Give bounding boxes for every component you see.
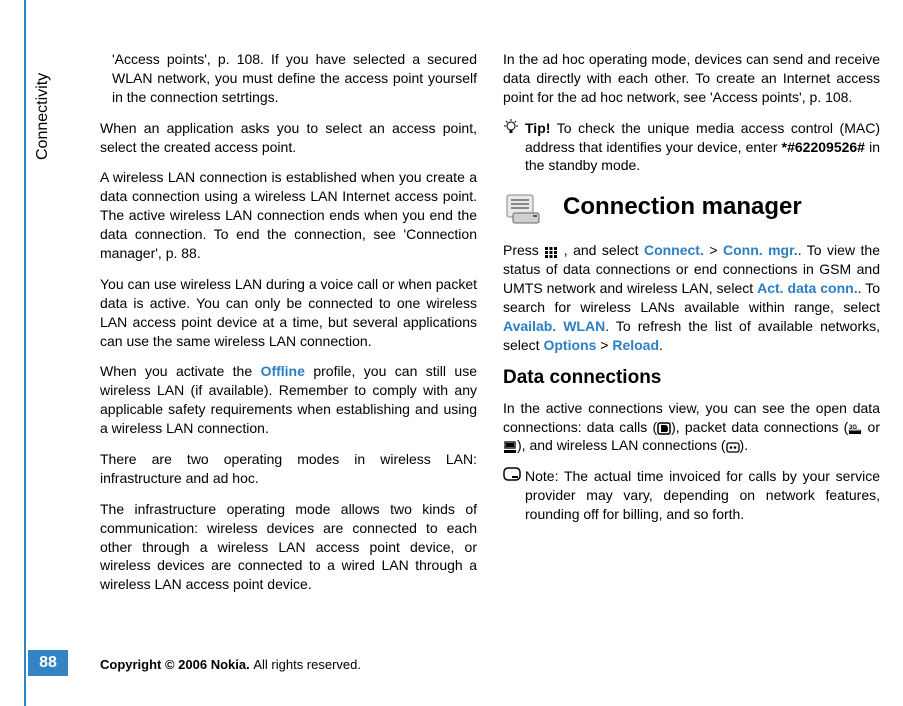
tip-block: Tip! To check the unique media access co…	[503, 119, 880, 176]
text: >	[596, 337, 612, 353]
tip-label: Tip!	[525, 120, 550, 136]
text: ).	[740, 437, 749, 453]
footer-copyright: Copyright © 2006 Nokia.	[100, 657, 253, 672]
link-offline: Offline	[261, 363, 305, 379]
para-access-points-continued: 'Access points', p. 108. If you have sel…	[100, 50, 477, 107]
packet-3g-icon: 3G	[848, 421, 862, 434]
note-text: Note: The actual time invoiced for calls…	[525, 467, 880, 524]
para-wlan-voice: You can use wireless LAN during a voice …	[100, 275, 477, 351]
footer-rights: All rights reserved.	[253, 657, 361, 672]
text: or	[862, 419, 880, 435]
link-act-data-conn: Act. data conn.	[757, 280, 858, 296]
section-header-row: Connection manager	[503, 187, 880, 227]
tip-text: Tip! To check the unique media access co…	[525, 119, 880, 176]
para-wlan-connection: A wireless LAN connection is established…	[100, 168, 477, 262]
para-select-ap: When an application asks you to select a…	[100, 119, 477, 157]
para-operating-modes: There are two operating modes in wireles…	[100, 450, 477, 488]
link-availab-wlan: Availab. WLAN	[503, 318, 605, 334]
side-label-wrap: Connectivity	[34, 30, 154, 50]
footer: Copyright © 2006 Nokia. All rights reser…	[100, 657, 361, 672]
text: Press	[503, 242, 544, 258]
wlan-conn-icon	[726, 440, 740, 453]
side-blue-bar	[24, 0, 26, 706]
side-label: Connectivity	[34, 73, 52, 160]
para-active-connections: In the active connections view, you can …	[503, 399, 880, 456]
para-infrastructure: The infrastructure operating mode allows…	[100, 500, 477, 594]
heading-data-connections: Data connections	[503, 367, 880, 389]
connection-manager-icon	[503, 187, 543, 227]
para-press-connect: Press , and select Connect. > Conn. mgr.…	[503, 241, 880, 354]
page-number: 88	[28, 650, 68, 676]
link-connect: Connect.	[644, 242, 704, 258]
note-icon	[503, 467, 525, 524]
para-adhoc: In the ad hoc operating mode, devices ca…	[503, 50, 880, 107]
heading-connection-manager: Connection manager	[563, 193, 802, 221]
text: , and select	[558, 242, 644, 258]
text: ), packet data connections (	[671, 419, 848, 435]
text: .	[659, 337, 663, 353]
text: When you activate the	[100, 363, 261, 379]
text: >	[704, 242, 723, 258]
link-conn-mgr: Conn. mgr.	[723, 242, 798, 258]
packet-gprs-icon	[503, 440, 517, 453]
link-options: Options	[543, 337, 596, 353]
link-reload: Reload	[612, 337, 659, 353]
tip-code: *#62209526#	[782, 139, 865, 155]
main-content: 'Access points', p. 108. If you have sel…	[100, 50, 880, 640]
data-call-icon	[657, 421, 671, 434]
text: ), and wireless LAN connections (	[517, 437, 726, 453]
tip-icon	[503, 119, 525, 176]
menu-key-icon	[544, 245, 558, 258]
note-block: Note: The actual time invoiced for calls…	[503, 467, 880, 524]
para-offline-profile: When you activate the Offline profile, y…	[100, 362, 477, 438]
